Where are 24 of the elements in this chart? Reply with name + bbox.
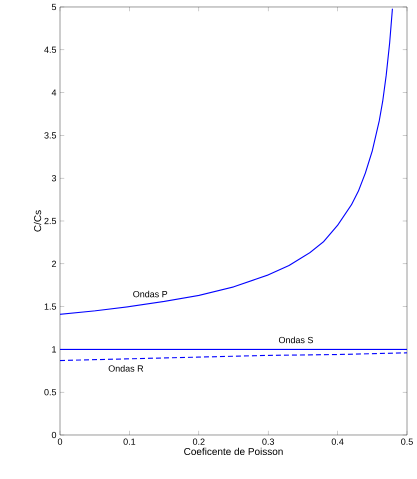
y-tick-label: 3 bbox=[52, 175, 56, 182]
series-label: Ondas S bbox=[278, 336, 313, 344]
y-tick-label: 2.5 bbox=[44, 218, 56, 224]
y-tick-label: 0.5 bbox=[44, 389, 56, 396]
series-label: Ondas P bbox=[133, 290, 168, 298]
y-tick-label: 0 bbox=[52, 432, 56, 438]
x-tick-label: 0 bbox=[58, 438, 62, 445]
y-tick-label: 2 bbox=[52, 260, 56, 267]
x-tick-label: 0.5 bbox=[401, 438, 413, 445]
y-tick-label: 5 bbox=[52, 4, 56, 10]
x-axis-title: Coeficente de Poisson bbox=[184, 448, 283, 456]
y-tick-label: 1.5 bbox=[44, 303, 56, 310]
x-tick-label: 0.1 bbox=[124, 438, 136, 445]
series-label: Ondas R bbox=[108, 365, 144, 372]
y-axis-title: C/Cs bbox=[34, 210, 42, 232]
y-tick-label: 3.5 bbox=[44, 132, 56, 139]
y-tick-label: 4 bbox=[52, 90, 56, 96]
x-tick-label: 0.3 bbox=[262, 438, 274, 445]
line-series bbox=[60, 352, 407, 362]
x-tick-label: 0.4 bbox=[332, 438, 344, 445]
line-series bbox=[60, 8, 393, 315]
y-tick-label: 4.5 bbox=[44, 46, 56, 53]
x-tick-label: 0.2 bbox=[192, 438, 205, 445]
y-tick-label: 1 bbox=[52, 346, 56, 352]
